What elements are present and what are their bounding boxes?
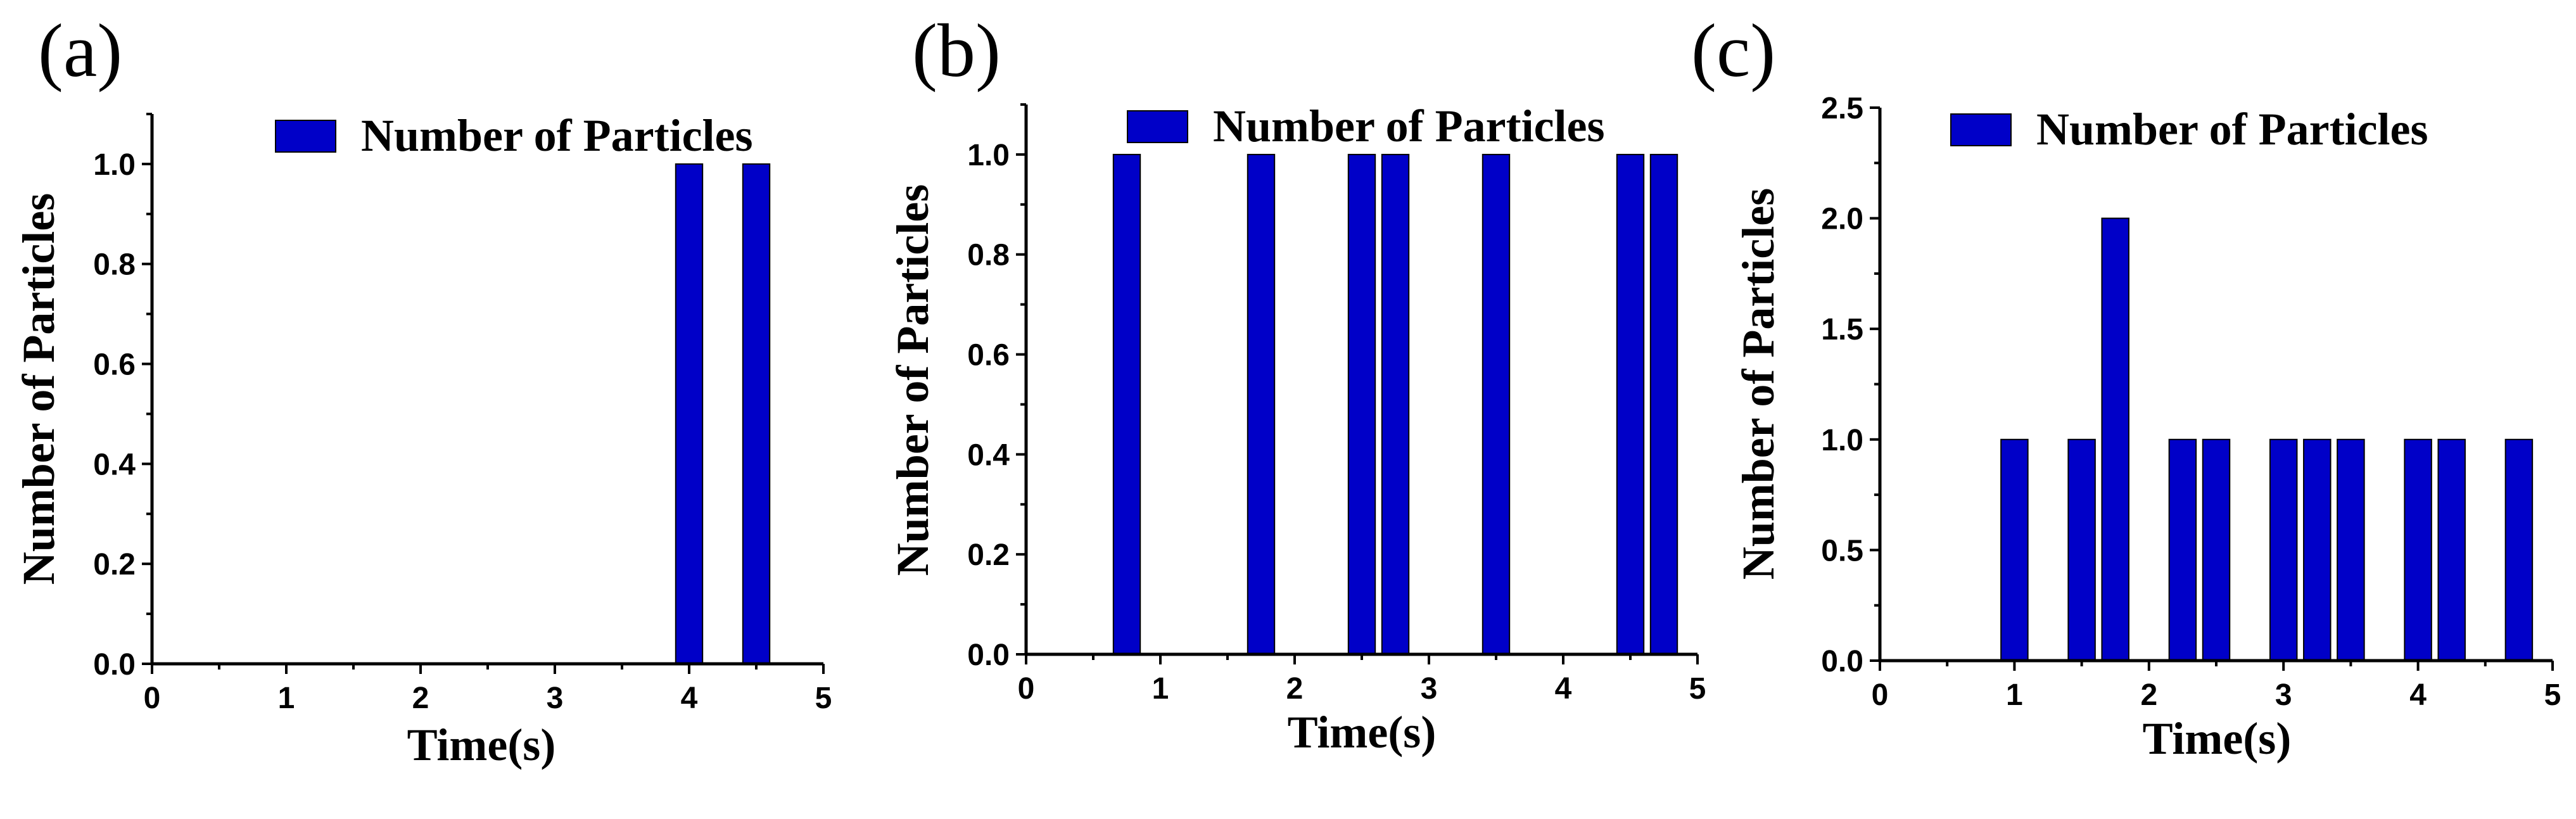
x-axis-title: Time(s) xyxy=(1288,707,1437,758)
y-tick-label: 0.8 xyxy=(967,239,1010,272)
bar xyxy=(742,163,771,664)
y-tick-label: 0.4 xyxy=(967,438,1010,472)
x-axis-title: Time(s) xyxy=(407,720,556,770)
x-tick-label: 5 xyxy=(815,682,832,715)
x-tick-label: 4 xyxy=(681,682,698,715)
bar xyxy=(1247,153,1276,655)
legend-label: Number of Particles xyxy=(2036,104,2428,155)
bar xyxy=(1482,153,1511,655)
y-tick-label: 0.0 xyxy=(1821,645,1863,678)
x-tick-label: 2 xyxy=(1286,672,1304,706)
x-tick-label: 0 xyxy=(1018,672,1035,706)
y-tick-label: 2.0 xyxy=(1821,203,1863,236)
legend-label: Number of Particles xyxy=(361,110,753,161)
bar xyxy=(1112,153,1141,655)
chart-panel-c: (c) 0 1 2 3 4 5 0.0 0.5 1.0 1.5 2.0 2.5 Time(s) Number… xyxy=(1691,8,2561,764)
y-tick-label: 2.5 xyxy=(1821,92,1863,125)
bar xyxy=(1381,153,1410,655)
chart-panel-b: (b) 0 1 2 3 4 5 0.0 0.2 0.4 0.6 0.8 1.0 Time(s) Number… xyxy=(887,8,1706,758)
x-tick-label: 1 xyxy=(1152,672,1169,706)
bar xyxy=(1347,153,1376,655)
y-tick-label: 0.0 xyxy=(967,638,1010,672)
x-axis-title: Time(s) xyxy=(2143,713,2292,764)
bar xyxy=(2437,438,2466,661)
panel-label: (b) xyxy=(912,8,1001,92)
x-tick-label: 2 xyxy=(412,682,429,715)
bar xyxy=(2269,438,2298,661)
y-axis-title: Number of Particles xyxy=(13,193,64,585)
y-tick-label: 0.2 xyxy=(93,548,136,581)
bar xyxy=(2067,438,2096,661)
y-axis-title: Number of Particles xyxy=(887,184,938,576)
bar xyxy=(2504,438,2534,661)
bar xyxy=(2101,217,2129,662)
x-tick-label: 0 xyxy=(144,682,161,715)
y-tick-label: 1.5 xyxy=(1821,313,1863,346)
y-tick-label: 0.2 xyxy=(967,538,1010,572)
y-tick-label: 0.6 xyxy=(967,339,1010,372)
bar xyxy=(2168,438,2197,661)
y-tick-label: 1.0 xyxy=(1821,424,1863,457)
x-tick-label: 1 xyxy=(2006,678,2023,712)
y-axis-title: Number of Particles xyxy=(1733,188,1784,580)
y-tick-label: 0.8 xyxy=(93,248,136,282)
y-tick-label: 0.5 xyxy=(1821,534,1863,568)
y-tick-label: 1.0 xyxy=(93,148,136,182)
bar xyxy=(2337,438,2365,661)
bar xyxy=(2303,438,2332,661)
legend-label: Number of Particles xyxy=(1213,101,1605,151)
chart-panel-a: (a) 0 1 2 3 4 5 0.0 0.2 0.4 0.6 0.8 1.0 Time(s) Number… xyxy=(13,8,832,770)
legend-swatch xyxy=(275,120,336,153)
x-tick-label: 3 xyxy=(547,682,564,715)
bar xyxy=(1616,153,1645,655)
legend-swatch xyxy=(1127,110,1188,143)
x-tick-label: 0 xyxy=(1872,678,1889,712)
y-tick-label: 1.0 xyxy=(967,139,1010,172)
bar xyxy=(2404,438,2432,661)
x-tick-label: 5 xyxy=(2544,678,2561,712)
x-tick-label: 3 xyxy=(2275,678,2292,712)
x-tick-label: 1 xyxy=(278,682,295,715)
x-tick-label: 3 xyxy=(1421,672,1438,706)
x-tick-label: 4 xyxy=(1555,672,1572,706)
bar xyxy=(2000,438,2029,661)
panel-label: (a) xyxy=(38,8,122,92)
y-tick-label: 0.4 xyxy=(93,448,136,481)
bar xyxy=(1649,153,1678,655)
x-tick-label: 5 xyxy=(1689,672,1706,706)
bar xyxy=(675,163,704,664)
bar xyxy=(2202,438,2231,661)
x-tick-label: 2 xyxy=(2140,678,2157,712)
x-tick-label: 4 xyxy=(2409,678,2427,712)
panel-label: (c) xyxy=(1691,8,1775,92)
legend-swatch xyxy=(1950,113,2012,146)
y-tick-label: 0.0 xyxy=(93,648,136,682)
y-tick-label: 0.6 xyxy=(93,348,136,382)
